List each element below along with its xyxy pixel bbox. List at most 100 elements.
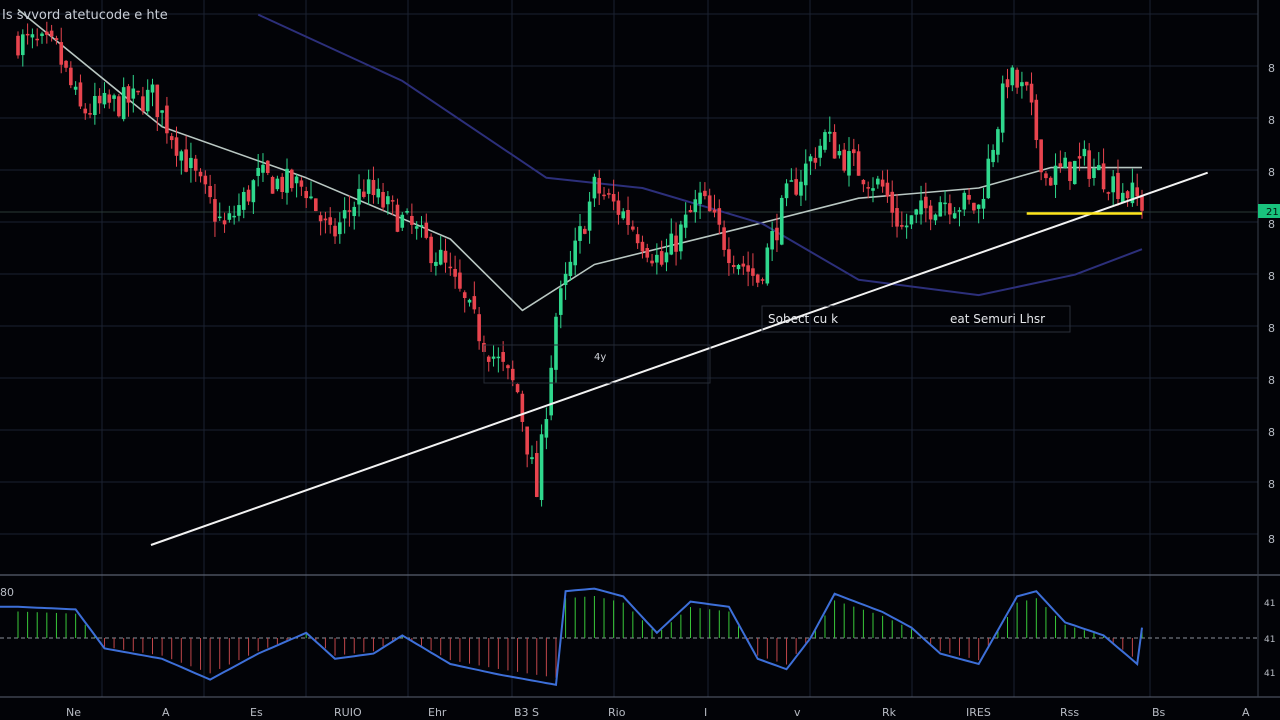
candle-up: [366, 179, 371, 194]
candle-up: [558, 288, 563, 315]
candle-down: [1125, 191, 1130, 199]
candle-down: [640, 241, 645, 252]
candle-down: [900, 225, 904, 227]
candle-down: [866, 187, 871, 189]
candle-down: [1135, 187, 1139, 197]
y-tick-label: 8: [1268, 218, 1275, 231]
osc-left-label: 80: [0, 586, 14, 599]
candle-down: [64, 60, 68, 68]
x-tick-label: Ehr: [428, 706, 447, 719]
candle-down: [727, 249, 731, 264]
candle-down: [49, 30, 54, 37]
candle-up: [592, 176, 597, 199]
x-tick-label: IRES: [966, 706, 991, 719]
candle-up: [352, 206, 357, 217]
candle-down: [424, 222, 429, 238]
candle-down: [890, 191, 895, 213]
candle-down: [390, 200, 395, 202]
candle-up: [563, 273, 568, 286]
y-tick-label: 8: [1268, 426, 1275, 439]
y-tick-label: 8: [1268, 533, 1275, 546]
candle-up: [434, 261, 438, 266]
candle-down: [722, 227, 726, 250]
candle-up: [1092, 168, 1096, 178]
annotation-layer: [150, 171, 1209, 546]
x-tick-label: A: [1242, 706, 1250, 719]
candle-down: [477, 314, 481, 342]
candle-up: [779, 197, 784, 245]
candle-down: [299, 180, 304, 187]
candle-up: [1096, 165, 1101, 171]
candle-down: [611, 194, 616, 202]
candle-up: [1120, 192, 1125, 202]
candle-down: [534, 453, 539, 497]
candle-down: [1140, 195, 1144, 211]
candle-down: [16, 35, 20, 56]
candle-down: [712, 209, 717, 213]
candle-up: [871, 188, 875, 191]
candle-down: [486, 356, 491, 362]
candle-down: [280, 176, 284, 193]
candle-up: [338, 222, 342, 235]
candle-down: [851, 149, 856, 154]
candle-down: [141, 96, 145, 112]
y-tick-label: 8: [1268, 270, 1275, 283]
candle-up: [1063, 157, 1067, 169]
candle-up: [217, 216, 222, 219]
candle-down: [602, 194, 606, 197]
candle-down: [1101, 163, 1106, 190]
candle-up: [919, 200, 923, 215]
candle-down: [597, 177, 602, 194]
candle-down: [775, 227, 779, 241]
candle-down: [78, 82, 83, 107]
candle-up: [438, 249, 443, 265]
candle-down: [760, 279, 765, 281]
candle-up: [578, 226, 582, 241]
candle-down: [1039, 139, 1043, 173]
candle-up: [1020, 82, 1024, 87]
candle-up: [357, 188, 361, 205]
candle-down: [246, 189, 251, 202]
candle-up: [986, 158, 991, 199]
candle-down: [631, 226, 635, 230]
annotation-left: Sobect cu k: [768, 312, 838, 326]
candle-down: [1024, 81, 1029, 86]
candle-down: [472, 296, 477, 310]
candle-down: [184, 149, 188, 172]
candle-up: [784, 183, 789, 199]
candle-down: [88, 113, 92, 115]
candle-up: [549, 367, 553, 416]
x-tick-label: v: [794, 706, 801, 719]
candle-up: [938, 202, 943, 217]
candle-down: [626, 209, 630, 225]
y-tick-label: 8: [1268, 114, 1275, 127]
candle-up: [294, 176, 299, 184]
candle-down: [741, 263, 746, 267]
candle-up: [30, 34, 35, 38]
candle-down: [136, 90, 140, 93]
candle-down: [856, 151, 861, 176]
candle-down: [746, 265, 750, 272]
candle-down: [645, 248, 650, 258]
candle-up: [621, 211, 626, 219]
candle-down: [107, 94, 112, 103]
osc-signal-line: [0, 587, 1143, 686]
candle-down: [289, 169, 294, 189]
grid-lines: [0, 0, 1280, 698]
osc-tick-label: 41: [1264, 599, 1275, 609]
candle-up: [981, 198, 986, 209]
candle-down: [703, 190, 707, 197]
candle-down: [208, 186, 212, 198]
candle-down: [1029, 83, 1034, 103]
candle-down: [1106, 192, 1111, 194]
y-tick-label: 8: [1268, 478, 1275, 491]
trendline: [150, 171, 1209, 546]
candle-up: [400, 214, 405, 228]
candle-up: [131, 88, 136, 99]
candle-up: [803, 163, 808, 186]
candle-down: [659, 251, 664, 265]
candle-down: [1068, 161, 1072, 182]
